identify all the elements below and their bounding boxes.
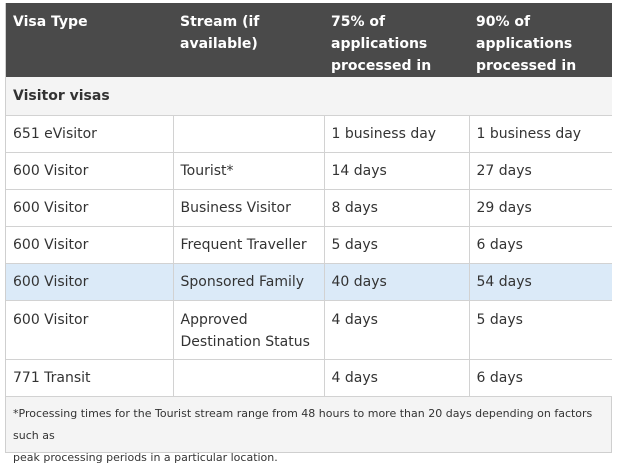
header-75-percent: 75% of applications processed in (324, 3, 469, 77)
cell-90-percent: 1 business day (469, 115, 612, 153)
cell-90-percent: 6 days (469, 359, 612, 397)
cell-stream: Approved Destination Status (173, 300, 325, 360)
table-footnote: *Processing times for the Tourist stream… (6, 396, 611, 464)
cell-visa-type: 600 Visitor (6, 263, 174, 301)
cell-75-percent: 40 days (324, 263, 470, 301)
cell-visa-type: 600 Visitor (6, 226, 174, 264)
cell-stream: Tourist* (173, 152, 325, 190)
table-row: 600 Visitor Approved Destination Status … (6, 300, 612, 360)
table-row: 651 eVisitor 1 business day 1 business d… (6, 115, 612, 153)
table-row: 600 Visitor Business Visitor 8 days 29 d… (6, 189, 612, 227)
cell-visa-type: 600 Visitor (6, 152, 174, 190)
cell-90-percent: 5 days (469, 300, 612, 360)
cell-visa-type: 651 eVisitor (6, 115, 174, 153)
section-row-visitor-visas: Visitor visas (6, 77, 612, 116)
section-title: Visitor visas (6, 77, 612, 116)
processing-times-table-container: Visa Type Stream (if available) 75% of a… (5, 3, 612, 464)
processing-times-table: Visa Type Stream (if available) 75% of a… (6, 3, 612, 397)
cell-visa-type: 600 Visitor (6, 189, 174, 227)
cell-90-percent: 29 days (469, 189, 612, 227)
cell-75-percent: 8 days (324, 189, 470, 227)
cell-stream: Sponsored Family (173, 263, 325, 301)
table-row: 771 Transit 4 days 6 days (6, 359, 612, 397)
cell-75-percent: 14 days (324, 152, 470, 190)
cell-visa-type: 771 Transit (6, 359, 174, 397)
cell-75-percent: 4 days (324, 359, 470, 397)
header-90-percent: 90% of applications processed in (469, 3, 612, 77)
cell-75-percent: 5 days (324, 226, 470, 264)
table-row: 600 Visitor Frequent Traveller 5 days 6 … (6, 226, 612, 264)
cell-90-percent: 54 days (469, 263, 612, 301)
cell-stream: Frequent Traveller (173, 226, 325, 264)
table-row-highlighted: 600 Visitor Sponsored Family 40 days 54 … (6, 263, 612, 301)
table-row: 600 Visitor Tourist* 14 days 27 days (6, 152, 612, 190)
cell-visa-type: 600 Visitor (6, 300, 174, 360)
cell-stream: Business Visitor (173, 189, 325, 227)
cell-75-percent: 4 days (324, 300, 470, 360)
cell-90-percent: 27 days (469, 152, 612, 190)
cell-stream (173, 359, 325, 397)
header-stream: Stream (if available) (173, 3, 324, 77)
header-visa-type: Visa Type (6, 3, 173, 77)
cell-stream (173, 115, 325, 153)
table-header-row: Visa Type Stream (if available) 75% of a… (6, 3, 612, 77)
cell-90-percent: 6 days (469, 226, 612, 264)
cell-75-percent: 1 business day (324, 115, 470, 153)
